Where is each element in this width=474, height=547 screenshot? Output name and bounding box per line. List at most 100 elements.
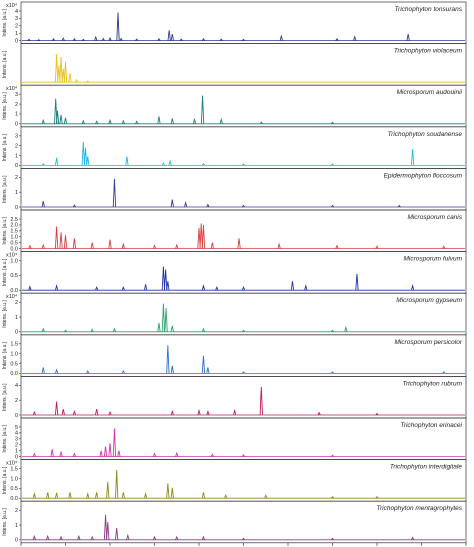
y-tick-label: 0 xyxy=(15,122,18,128)
spectrum-peak xyxy=(108,239,112,249)
y-tick-label: 0.0 xyxy=(10,246,18,252)
spectrum-peak xyxy=(397,204,401,208)
x-axis: 2000300040005000600070008000900010000110… xyxy=(20,542,467,546)
spectrum-peak xyxy=(103,514,108,540)
spectrum-peak xyxy=(164,308,168,332)
spectrum-peak xyxy=(86,370,90,374)
spectrum-peak xyxy=(410,284,415,291)
spectrum-peak xyxy=(330,496,335,499)
species-name: Microsporum persicolor xyxy=(394,339,462,346)
spectrum-peak xyxy=(241,163,246,166)
spectrum-peak xyxy=(121,119,125,124)
spectrum-peak xyxy=(86,156,90,166)
spectrum-peak xyxy=(59,535,63,540)
spectrum-peak xyxy=(63,117,68,124)
spectrum-peak xyxy=(330,329,335,333)
spectrum-peak xyxy=(59,450,63,457)
spectrum-peak xyxy=(95,492,99,499)
spectrum-peak xyxy=(108,410,112,416)
spectrum-peak xyxy=(241,537,246,541)
spectrum-peak xyxy=(330,163,335,166)
spectrum-peak xyxy=(51,38,56,41)
spectrum-peak xyxy=(170,487,174,499)
y-axis-label: Intens. [a.u.] xyxy=(2,216,8,244)
y-tick-label: 0.5 xyxy=(10,273,18,279)
y-tick-label: 1.0 xyxy=(10,235,18,241)
spectrum-peak xyxy=(157,116,161,124)
y-tick-label: 0 xyxy=(15,205,18,211)
spectrum-peak xyxy=(168,159,172,166)
y-tick-label: 1.5 xyxy=(10,466,18,472)
spectrum-peak xyxy=(54,284,59,291)
spectrum-peak xyxy=(330,537,335,541)
spectrum-peak xyxy=(72,204,76,208)
spectrum-peak xyxy=(135,120,139,125)
y-tick-label: 1 xyxy=(15,112,18,118)
spectrum-peak xyxy=(206,410,210,416)
y-tick-label: 0.0 xyxy=(10,496,18,502)
y-tick-label: 2.0 xyxy=(10,223,18,229)
y-exponent-label: x10⁴ xyxy=(6,460,18,467)
spectrum-peak xyxy=(32,410,36,416)
spectrum-peak xyxy=(63,235,68,249)
spectrum-peak xyxy=(68,73,72,83)
spectrum-peak xyxy=(237,238,241,249)
species-name: Trichophyton rubrum xyxy=(403,380,463,387)
spectrum-peak xyxy=(115,527,119,540)
spectrum-peak xyxy=(199,223,203,249)
spectrum-peak xyxy=(72,410,77,416)
y-tick-label: 1.0 xyxy=(10,476,18,482)
spectrum-peak xyxy=(81,141,85,166)
spectrum-peak xyxy=(90,242,94,249)
y-tick-label: 0.5 xyxy=(10,240,18,246)
spectrum-peak xyxy=(197,227,201,249)
spectrum-peak xyxy=(112,178,117,208)
spectrum-peak xyxy=(210,242,214,249)
spectrum-peak xyxy=(54,226,59,249)
spectrum-peak xyxy=(54,54,59,83)
spectrum-peak xyxy=(241,454,246,457)
spectrum-peak xyxy=(99,450,103,457)
spectrum-peak xyxy=(330,204,335,208)
spectrum-peak xyxy=(115,470,119,499)
spectrum-peak xyxy=(375,412,379,416)
spectrum-peak xyxy=(200,95,205,124)
spectrum-peak xyxy=(232,408,237,416)
spectrum-peak xyxy=(201,535,206,540)
spectrum-peak xyxy=(63,61,68,83)
y-exponent-label: x10⁴ xyxy=(6,293,18,300)
spectrum-peak xyxy=(166,281,170,291)
spectrum-peak xyxy=(170,199,174,208)
spectrum-peak xyxy=(157,38,161,41)
species-name: Trichophyton violaceum xyxy=(394,48,463,55)
y-tick-label: 2 xyxy=(15,443,18,449)
y-tick-label: 0 xyxy=(15,454,18,460)
spectrum-peak xyxy=(201,162,206,166)
spectrum-peak xyxy=(175,451,179,457)
spectrum-peak xyxy=(355,273,359,291)
spectrum-peak xyxy=(175,243,179,249)
spectrum-peak xyxy=(81,119,85,124)
spectrum-peak xyxy=(224,494,228,499)
spectrum-peak xyxy=(72,452,77,457)
species-name: Microsporum gypseum xyxy=(396,297,462,304)
spectrum-peak xyxy=(54,157,59,166)
y-tick-label: 0 xyxy=(15,413,18,419)
spectrum-peak xyxy=(63,329,68,333)
spectrum-peak xyxy=(170,118,174,124)
y-tick-label: 2 xyxy=(15,300,18,306)
spectrum-panel: Intens. [a.u.] Trichophyton violaceum xyxy=(2,43,467,86)
spectrum-peak xyxy=(103,446,108,457)
y-tick-label: 2 xyxy=(15,102,18,108)
spectrum-peak xyxy=(161,162,166,166)
y-tick-label: 2 xyxy=(15,175,18,181)
spectrum-peak xyxy=(215,286,219,291)
spectrum-peak xyxy=(32,492,36,499)
y-exponent-label: x10⁴ xyxy=(6,2,18,9)
spectrum-peak xyxy=(241,286,246,291)
spectrum-peak xyxy=(161,303,166,332)
y-axis-label: Intens. [a.u.] xyxy=(2,300,8,328)
spectrum-peak xyxy=(175,535,179,540)
panel-frame xyxy=(20,417,467,460)
